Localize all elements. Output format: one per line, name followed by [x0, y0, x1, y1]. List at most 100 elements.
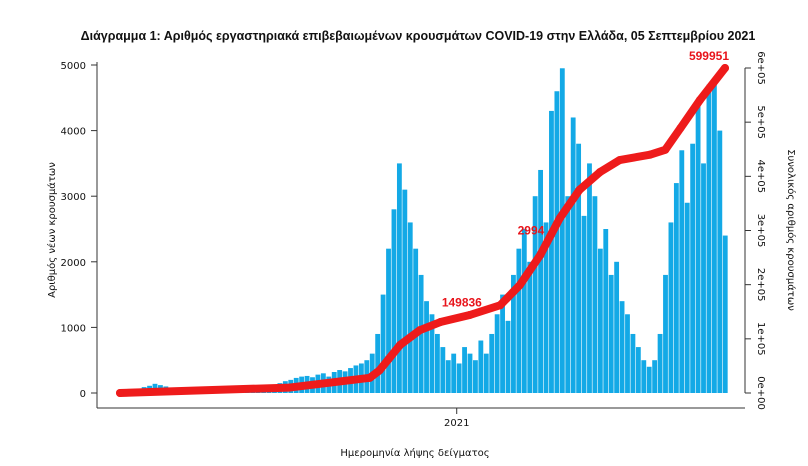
cumulative-point — [646, 150, 655, 159]
cumulative-point — [676, 124, 685, 133]
daily-bar — [608, 274, 614, 393]
daily-bar — [543, 222, 549, 393]
daily-bar — [706, 84, 712, 394]
y2-axis-label: Συνολικός αριθμός κρουσμάτων — [785, 149, 797, 311]
cumulative-point — [696, 95, 705, 104]
daily-bar — [701, 163, 706, 393]
daily-bar — [722, 235, 728, 393]
daily-bar — [380, 294, 386, 393]
cumulative-point — [575, 185, 584, 194]
daily-bar — [386, 248, 391, 393]
daily-bar — [407, 222, 413, 393]
y2-tick-label: 4e+05 — [755, 160, 766, 194]
daily-bar — [413, 248, 419, 393]
cumulative-point — [596, 168, 605, 176]
daily-bar — [673, 183, 679, 393]
chart-title: Διάγραμμα 1: Αριθμός εργαστηριακά επιβεβ… — [81, 29, 756, 43]
daily-bar — [451, 353, 457, 393]
daily-bar — [521, 229, 527, 393]
cumulative-point — [536, 250, 545, 259]
cumulative-point — [465, 311, 474, 319]
y-tick-label: 5000 — [61, 61, 86, 72]
daily-bar — [500, 294, 505, 393]
daily-bar — [516, 248, 522, 393]
y2-tick-label: 2e+05 — [755, 268, 766, 302]
cumulative-point — [396, 340, 405, 349]
cumulative-point — [365, 373, 374, 382]
daily-bar — [494, 314, 500, 393]
daily-bar — [483, 353, 489, 393]
daily-bar — [570, 117, 576, 393]
daily-bar — [456, 363, 462, 393]
daily-bar — [576, 143, 582, 393]
daily-bar — [549, 110, 554, 394]
cumulative-point — [515, 281, 524, 290]
cumulative-annotation: 2994 — [518, 223, 545, 237]
daily-bar — [391, 209, 397, 393]
daily-bar — [679, 150, 685, 393]
cumulative-point — [555, 214, 564, 223]
y-tick-label: 1000 — [61, 323, 86, 334]
daily-bar — [467, 353, 473, 393]
cumulative-point — [285, 383, 294, 392]
y2-tick-label: 5e+05 — [755, 105, 766, 139]
daily-bar — [434, 333, 440, 393]
daily-bar — [619, 301, 625, 393]
daily-bar — [657, 333, 663, 393]
cumulative-point — [116, 389, 124, 397]
daily-bar — [592, 196, 598, 393]
cumulative-annotation: 599951 — [689, 49, 729, 63]
daily-bar — [711, 78, 717, 394]
daily-bar — [375, 333, 381, 393]
daily-bar — [695, 104, 701, 394]
annotations: 149836 2994 599951 — [442, 49, 730, 309]
daily-bar — [587, 163, 592, 393]
daily-bar — [641, 360, 647, 393]
daily-bar — [581, 215, 587, 393]
daily-bar — [603, 229, 609, 393]
daily-bar — [597, 248, 603, 393]
daily-bar — [445, 360, 451, 393]
daily-bar — [614, 261, 620, 393]
x-axis-label: Ημερομηνία λήψης δείγματος — [340, 447, 489, 459]
cumulative-annotation: 149836 — [442, 295, 482, 309]
cumulative-point — [721, 64, 729, 73]
cumulative-point — [436, 318, 445, 327]
daily-bar — [663, 274, 668, 393]
daily-bar — [532, 196, 538, 393]
cumulative-line-group — [116, 64, 729, 397]
daily-bar — [717, 130, 723, 393]
cumulative-point — [661, 145, 670, 154]
daily-bar — [489, 333, 495, 393]
x-tick-label: 2021 — [444, 418, 469, 429]
daily-bar — [625, 314, 630, 393]
cumulative-point — [415, 326, 424, 335]
y-tick-label: 2000 — [61, 258, 86, 269]
daily-bar — [646, 366, 652, 393]
daily-bar — [565, 196, 571, 393]
y-axis-label: Αριθμός νέων κρουσμάτων — [46, 162, 58, 298]
daily-bar — [684, 202, 690, 393]
daily-bar — [527, 261, 533, 393]
daily-bar — [538, 169, 544, 393]
y-tick-label: 0 — [80, 389, 86, 400]
daily-bar — [635, 347, 641, 393]
daily-bar — [478, 340, 484, 393]
y2-tick-label: 1e+05 — [755, 322, 766, 356]
daily-bar — [630, 333, 636, 393]
y2-tick-label: 0e+00 — [755, 376, 766, 410]
cumulative-point — [496, 301, 505, 310]
daily-bar — [429, 314, 435, 393]
daily-bar — [668, 222, 674, 393]
daily-bar — [511, 274, 516, 393]
cumulative-point — [375, 366, 384, 375]
daily-bar — [396, 163, 402, 393]
daily-bar — [690, 143, 696, 393]
daily-bar — [462, 347, 467, 393]
daily-bar — [652, 360, 658, 393]
y-tick-label: 4000 — [61, 127, 86, 138]
daily-bar — [505, 320, 511, 393]
daily-bar — [402, 189, 408, 393]
daily-bar — [559, 68, 565, 393]
